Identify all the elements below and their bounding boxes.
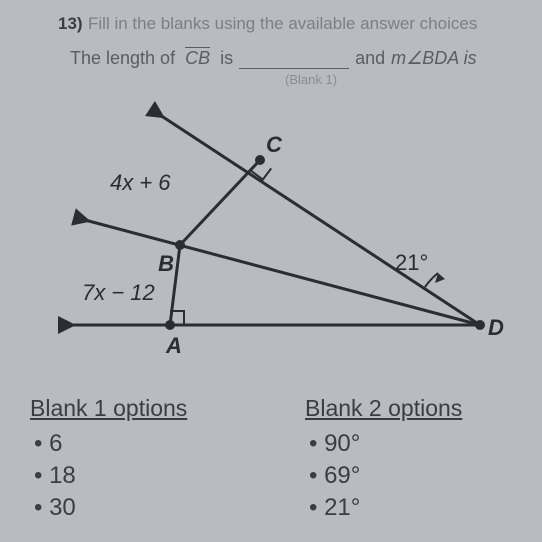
blank1-options: Blank 1 options 6 18 30	[30, 395, 245, 526]
svg-text:21°: 21°	[395, 250, 428, 275]
option-item[interactable]: 18	[30, 462, 245, 490]
sentence-prefix: The length of	[70, 48, 175, 69]
svg-text:4x + 6: 4x + 6	[110, 170, 171, 195]
svg-text:B: B	[158, 251, 174, 276]
question-prompt: Fill in the blanks using the available a…	[88, 14, 477, 34]
is-word: is	[220, 48, 233, 69]
options-section: Blank 1 options 6 18 30 Blank 2 options …	[30, 395, 520, 526]
svg-text:A: A	[165, 333, 182, 355]
question-number: 13)	[58, 14, 83, 34]
svg-text:C: C	[266, 132, 283, 157]
option-item[interactable]: 21°	[305, 494, 520, 522]
and-word: and	[355, 48, 385, 69]
svg-text:D: D	[488, 315, 504, 340]
option-item[interactable]: 90°	[305, 430, 520, 458]
question-sentence: The length of CB is and m∠BDA is	[70, 48, 477, 69]
blank2-options: Blank 2 options 90° 69° 21°	[305, 395, 520, 526]
blank1-label: (Blank 1)	[285, 72, 337, 87]
blank-1[interactable]	[239, 51, 349, 69]
blank1-heading: Blank 1 options	[30, 395, 245, 422]
blank2-heading: Blank 2 options	[305, 395, 520, 422]
geometry-diagram: C B A D 4x + 6 7x − 12 21°	[40, 95, 510, 355]
segment-cb: CB	[181, 48, 214, 69]
svg-text:7x − 12: 7x − 12	[82, 280, 155, 305]
angle-bda: m∠BDA is	[391, 48, 476, 69]
option-item[interactable]: 6	[30, 430, 245, 458]
option-item[interactable]: 69°	[305, 462, 520, 490]
option-item[interactable]: 30	[30, 494, 245, 522]
